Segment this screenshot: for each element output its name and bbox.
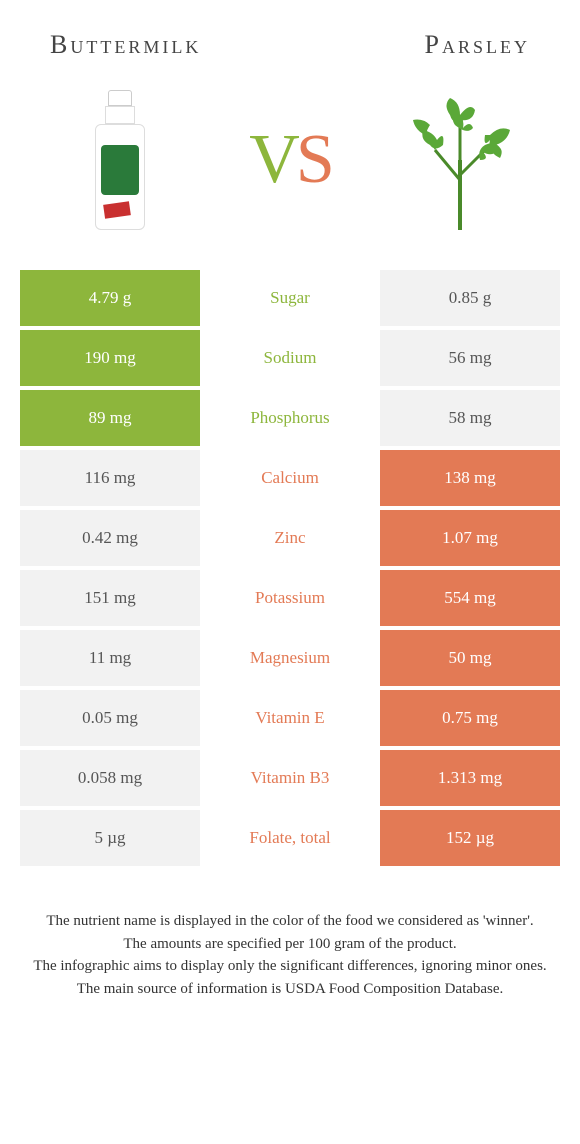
images-row: VS (0, 70, 580, 270)
right-value: 1.313 mg (380, 750, 560, 806)
nutrient-name: Sugar (200, 270, 380, 326)
left-value: 151 mg (20, 570, 200, 626)
nutrient-name: Calcium (200, 450, 380, 506)
table-row: 5 µgFolate, total152 µg (20, 810, 560, 866)
nutrient-name: Sodium (200, 330, 380, 386)
comparison-table: 4.79 gSugar0.85 g190 mgSodium56 mg89 mgP… (20, 270, 560, 866)
table-row: 151 mgPotassium554 mg (20, 570, 560, 626)
right-value: 56 mg (380, 330, 560, 386)
right-value: 138 mg (380, 450, 560, 506)
nutrient-name: Folate, total (200, 810, 380, 866)
footer-line-1: The nutrient name is displayed in the co… (30, 910, 550, 933)
parsley-image (390, 80, 530, 240)
vs-s: S (296, 121, 331, 198)
table-row: 0.058 mgVitamin B31.313 mg (20, 750, 560, 806)
header: Buttermilk Parsley (0, 0, 580, 70)
left-value: 0.058 mg (20, 750, 200, 806)
right-value: 0.85 g (380, 270, 560, 326)
bottle-icon (95, 90, 145, 230)
right-value: 0.75 mg (380, 690, 560, 746)
nutrient-name: Zinc (200, 510, 380, 566)
right-value: 554 mg (380, 570, 560, 626)
table-row: 11 mgMagnesium50 mg (20, 630, 560, 686)
footer-line-2: The amounts are specified per 100 gram o… (30, 933, 550, 956)
left-value: 89 mg (20, 390, 200, 446)
footer-line-3: The infographic aims to display only the… (30, 955, 550, 978)
table-row: 0.42 mgZinc1.07 mg (20, 510, 560, 566)
left-food-title: Buttermilk (50, 30, 201, 60)
table-row: 89 mgPhosphorus58 mg (20, 390, 560, 446)
left-value: 116 mg (20, 450, 200, 506)
table-row: 190 mgSodium56 mg (20, 330, 560, 386)
nutrient-name: Phosphorus (200, 390, 380, 446)
vs-label: VS (249, 120, 331, 200)
right-value: 50 mg (380, 630, 560, 686)
parsley-icon (395, 90, 525, 230)
right-value: 58 mg (380, 390, 560, 446)
nutrient-name: Vitamin B3 (200, 750, 380, 806)
left-value: 4.79 g (20, 270, 200, 326)
vs-v: V (249, 121, 296, 198)
left-value: 0.42 mg (20, 510, 200, 566)
left-value: 5 µg (20, 810, 200, 866)
right-value: 1.07 mg (380, 510, 560, 566)
nutrient-name: Potassium (200, 570, 380, 626)
table-row: 0.05 mgVitamin E0.75 mg (20, 690, 560, 746)
left-value: 11 mg (20, 630, 200, 686)
nutrient-name: Magnesium (200, 630, 380, 686)
nutrient-name: Vitamin E (200, 690, 380, 746)
right-value: 152 µg (380, 810, 560, 866)
left-value: 190 mg (20, 330, 200, 386)
table-row: 4.79 gSugar0.85 g (20, 270, 560, 326)
right-food-title: Parsley (425, 30, 530, 60)
footer-notes: The nutrient name is displayed in the co… (0, 870, 580, 1000)
table-row: 116 mgCalcium138 mg (20, 450, 560, 506)
footer-line-4: The main source of information is USDA F… (30, 978, 550, 1001)
buttermilk-image (50, 80, 190, 240)
left-value: 0.05 mg (20, 690, 200, 746)
